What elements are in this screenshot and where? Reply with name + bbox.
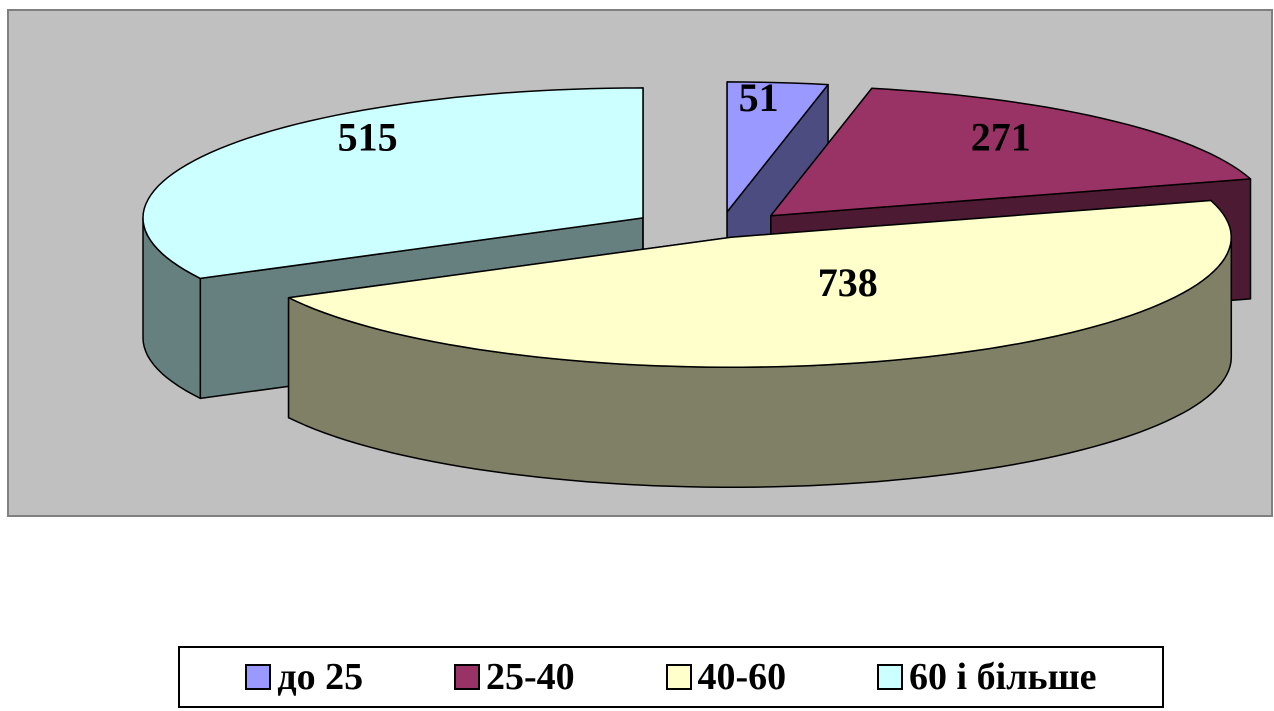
pie-top-25-40 xyxy=(770,87,1252,217)
legend-swatch-under-25 xyxy=(245,664,272,690)
data-label-60-plus: 515 xyxy=(338,114,398,159)
legend-label-60-plus: 60 і більше xyxy=(909,656,1097,698)
legend-label-under-25: до 25 xyxy=(277,656,364,698)
legend-swatch-40-60 xyxy=(665,664,692,690)
legend-item-under-25: до 25 xyxy=(245,655,363,699)
legend-item-60-plus: 60 і більше xyxy=(877,655,1097,699)
legend: до 25 25-40 40-60 60 і більше xyxy=(178,646,1164,708)
data-label-40-60: 738 xyxy=(818,260,878,305)
pie-top-60-plus xyxy=(142,87,644,280)
pie-slice-40-60 xyxy=(287,199,1233,488)
data-label-25-40: 271 xyxy=(971,115,1031,160)
legend-item-40-60: 40-60 xyxy=(665,655,787,699)
pie-top-under-25 xyxy=(726,81,829,213)
data-label-under-25: 51 xyxy=(739,75,779,120)
pie-top-40-60 xyxy=(287,199,1232,368)
legend-swatch-60-plus xyxy=(877,664,904,690)
legend-item-25-40: 25-40 xyxy=(454,655,575,699)
legend-swatch-25-40 xyxy=(454,664,481,690)
legend-label-25-40: 25-40 xyxy=(486,656,575,698)
legend-label-40-60: 40-60 xyxy=(697,656,787,698)
